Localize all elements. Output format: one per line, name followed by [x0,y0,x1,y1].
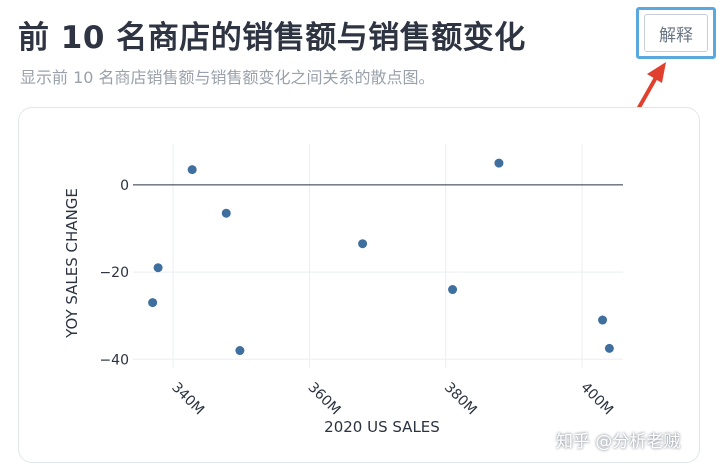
data-point[interactable] [235,346,245,356]
data-point[interactable] [604,343,614,353]
watermark: 知乎 @分析老贼 [556,432,681,452]
data-points [148,158,614,356]
data-point[interactable] [187,165,197,175]
x-axis-title: 2020 US SALES [324,418,440,436]
y-tick-label: 0 [120,178,129,194]
data-point[interactable] [494,158,504,168]
chart-card: 0 −20 −40 340M 360M 380M 400M YOY SALES CHANG… [18,107,700,463]
explain-button[interactable]: 解释 [636,7,716,59]
data-point[interactable] [153,263,163,273]
data-point[interactable] [358,239,368,249]
page-title: 前 10 名商店的销售额与销售额变化 [18,20,526,56]
x-tick-labels: 340M 360M 380M 400M [168,380,616,419]
data-point[interactable] [598,315,608,325]
x-tick-label: 360M [305,380,344,419]
y-tick-label: −20 [99,265,129,281]
data-point[interactable] [148,298,158,308]
x-tick-label: 380M [441,380,480,419]
y-tick-labels: 0 −20 −40 [99,178,129,368]
x-tick-label: 340M [168,380,207,419]
y-tick-label: −40 [99,352,129,368]
data-point[interactable] [448,285,458,295]
grid-lines [133,144,623,368]
data-point[interactable] [221,208,231,218]
explain-button-label: 解释 [644,14,708,52]
page-subtitle: 显示前 10 名商店销售额与销售额变化之间关系的散点图。 [20,68,435,87]
y-axis-title: YOY SALES CHANGE [63,188,81,339]
x-tick-label: 400M [577,380,616,419]
scatter-chart: 0 −20 −40 340M 360M 380M 400M YOY SALES CHANG… [63,144,623,436]
